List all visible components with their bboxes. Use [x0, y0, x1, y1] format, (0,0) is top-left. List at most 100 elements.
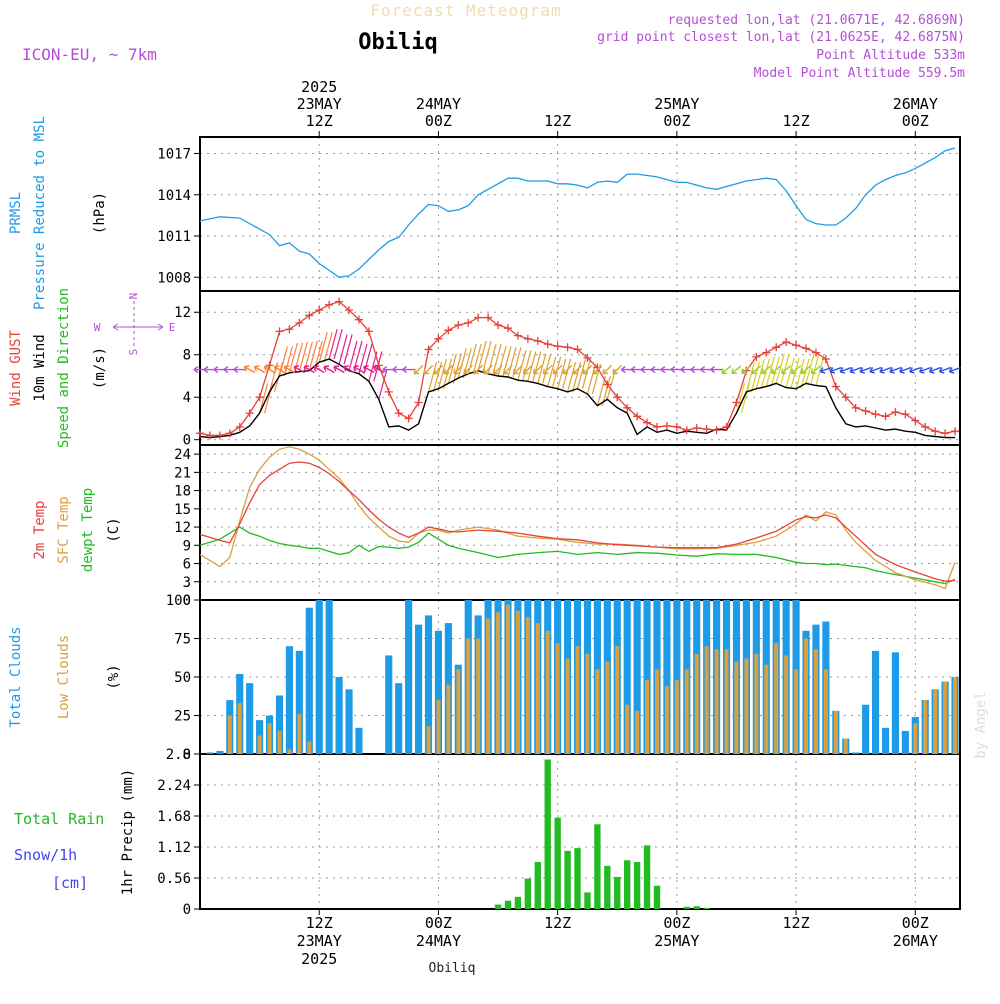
gust-marker	[772, 343, 781, 352]
wind-unit: (m/s)	[92, 347, 108, 389]
gust-marker	[305, 311, 314, 320]
wind-hatch	[542, 353, 552, 384]
wind-direction-arrow-shape	[582, 364, 593, 375]
panel-pressure	[194, 136, 961, 292]
wind-direction-arrow-shape	[741, 365, 752, 375]
gust-marker	[563, 343, 572, 352]
compass-ew-arrow	[112, 323, 164, 331]
snow-unit-label: [cm]	[52, 874, 88, 892]
total-cloud-bar	[673, 600, 681, 754]
gust-marker	[196, 429, 204, 438]
wind-hatch	[323, 332, 333, 363]
gust-marker	[503, 324, 512, 333]
wind-direction-arrow	[353, 365, 365, 374]
wind-hatch	[477, 340, 487, 371]
y-tick-label: 15	[174, 502, 191, 518]
gust-marker	[841, 393, 850, 402]
low-cloud-bar	[446, 684, 451, 754]
total-cloud-bar	[862, 704, 870, 754]
gust-marker	[931, 427, 940, 436]
total-cloud-bar	[335, 677, 343, 754]
low-cloud-bar	[813, 649, 818, 754]
wind-direction-arrow-shape	[780, 365, 792, 375]
wind-direction-arrow-shape	[443, 364, 454, 375]
gust-marker	[662, 421, 671, 430]
dewpt-label: dewpt Temp	[80, 488, 96, 572]
wind-hatch	[532, 351, 542, 382]
wind-hatch	[810, 353, 820, 384]
low-cloud-bar	[655, 669, 659, 754]
total-clouds-label: Total Clouds	[8, 626, 24, 727]
gust-marker	[265, 361, 274, 370]
gust-marker	[354, 315, 363, 324]
gust-marker	[861, 407, 870, 416]
wind-direction-arrow	[879, 366, 892, 374]
bottom-time-label: 00Z	[663, 914, 690, 932]
wind-direction-arrow	[463, 364, 473, 375]
wind-hatch	[567, 362, 577, 393]
total-cloud-bar	[325, 600, 333, 754]
low-cloud-bar	[615, 646, 620, 754]
bottom-time-label: 2025	[301, 950, 337, 968]
wind-direction-arrow-shape	[503, 364, 513, 375]
total-rain-label: Total Rain	[14, 810, 104, 828]
gust-marker	[374, 361, 383, 370]
low-cloud-bar	[664, 686, 669, 754]
total-cloud-bar	[871, 650, 880, 754]
wind-direction-arrow-shape	[859, 366, 872, 374]
low-cloud-bar	[774, 643, 779, 754]
total-cloud-bar	[881, 727, 890, 754]
gust-marker	[722, 422, 731, 431]
rain-bar	[653, 885, 661, 909]
low-cloud-bar	[933, 689, 938, 754]
gust-marker	[285, 325, 294, 334]
wind-direction-arrow	[453, 364, 464, 375]
gust-marker	[444, 326, 453, 335]
low-cloud-bar	[953, 677, 958, 754]
gust-marker	[494, 320, 503, 329]
wind-direction-arrow-shape	[453, 364, 464, 375]
gust-label: Wind GUST	[8, 330, 24, 406]
wind-direction-arrow	[790, 365, 802, 375]
gust-marker	[881, 412, 890, 421]
wind-hatch	[735, 383, 746, 414]
gust-marker	[792, 341, 801, 350]
wind-hatch	[338, 334, 348, 365]
low-cloud-bar	[287, 749, 292, 754]
wind-direction-arrow	[522, 364, 533, 375]
wind-hatch	[348, 340, 358, 371]
top-time-label: 24MAY	[416, 95, 461, 113]
gust-marker	[782, 337, 791, 346]
wind-direction-arrow	[839, 366, 852, 374]
wind-hatch	[547, 356, 557, 387]
wind-direction-arrow	[710, 366, 723, 374]
gust-marker	[543, 340, 552, 349]
low-cloud-bar	[476, 638, 481, 754]
gust-marker	[205, 431, 214, 440]
wind-direction-arrow-shape	[810, 365, 821, 375]
low-cloud-bar	[307, 741, 312, 754]
gust-marker	[623, 403, 632, 412]
wind-hatch	[750, 362, 760, 393]
top-time-label: 26MAY	[893, 95, 938, 113]
sfc-temp-label: SFC Temp	[56, 496, 72, 563]
wind-direction-arrow	[313, 365, 325, 374]
gust-marker	[891, 408, 900, 417]
low-cloud-bar	[575, 646, 580, 754]
wind-direction-arrow	[263, 365, 276, 374]
total-cloud-bar	[405, 600, 413, 754]
wind-hatch	[452, 353, 462, 384]
wind-direction-arrow-shape	[800, 365, 812, 375]
wind-direction-arrow	[323, 365, 335, 374]
wind-direction-arrow-shape	[363, 365, 375, 374]
wind-hatch	[343, 334, 353, 365]
low-cloud-bar	[486, 618, 491, 754]
y-tick-label: 50	[174, 670, 191, 686]
wind-direction-arrow-shape	[413, 364, 424, 375]
gust-marker	[712, 426, 721, 435]
wind-direction-arrow-shape	[283, 365, 295, 374]
grid-coords: grid point closest lon,lat (21.0625E, 42…	[597, 30, 965, 45]
wind-hatch	[775, 353, 785, 384]
wind-direction-arrow	[542, 364, 553, 375]
gust-marker	[464, 318, 473, 327]
